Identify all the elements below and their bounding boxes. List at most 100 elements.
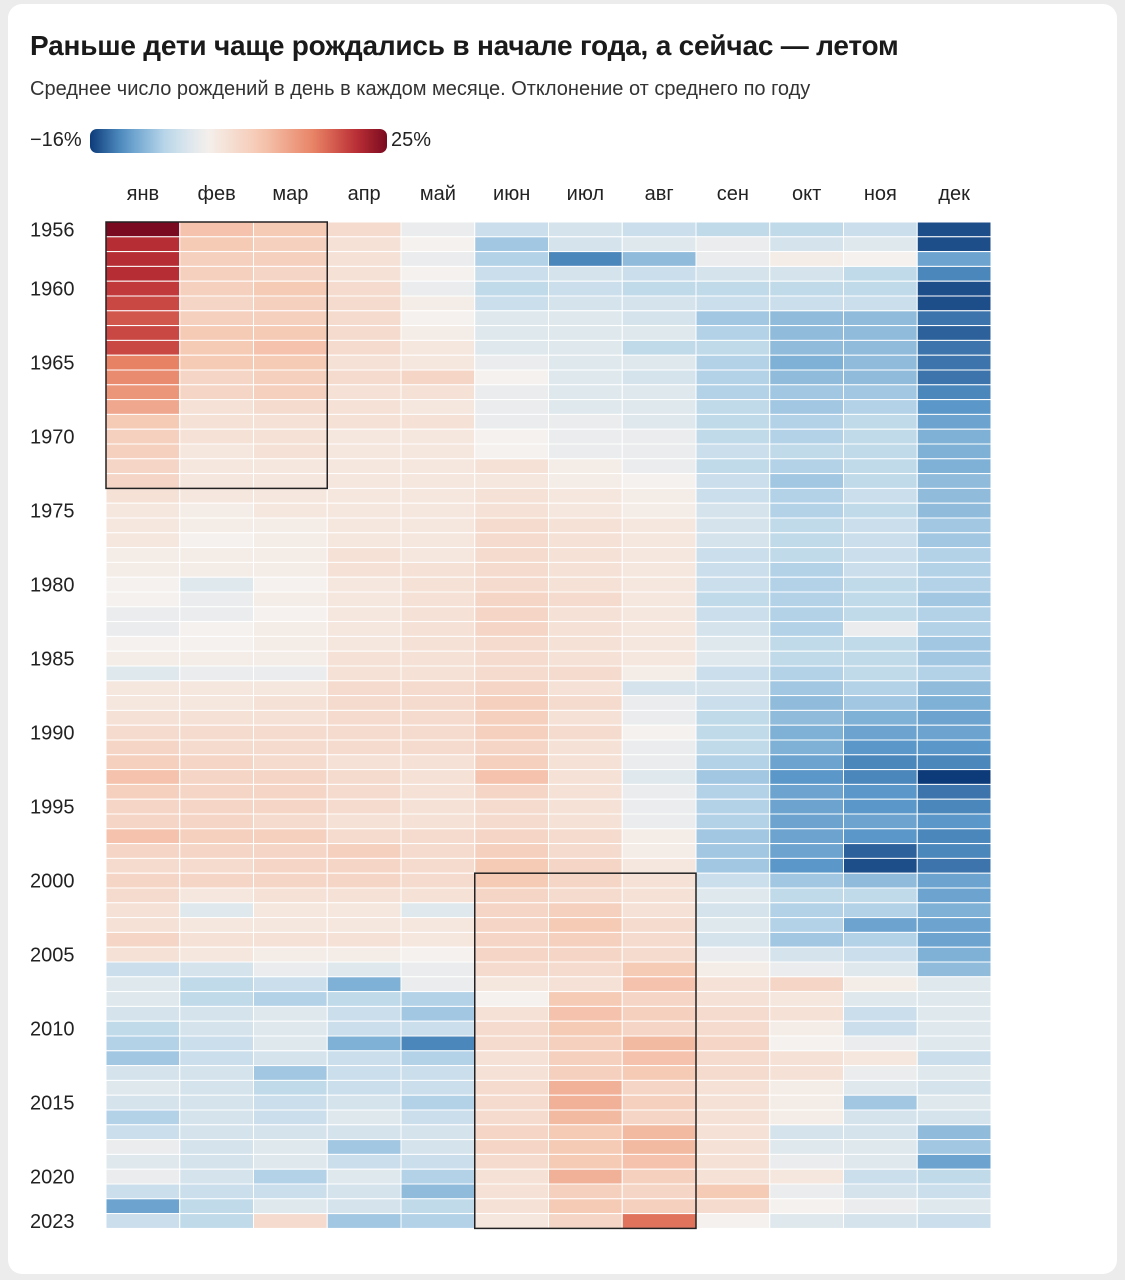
- heatmap-cell: [769, 1020, 844, 1037]
- heatmap-cell: [105, 635, 181, 652]
- heatmap-cell: [400, 887, 476, 904]
- heatmap-cell: [769, 635, 844, 652]
- heatmap-cell: [843, 295, 918, 312]
- heatmap-cell: [621, 931, 697, 948]
- heatmap-cell: [916, 961, 992, 978]
- heatmap-cell: [548, 1109, 623, 1126]
- heatmap-cell: [400, 221, 476, 238]
- heatmap-cell: [474, 251, 549, 267]
- heatmap-cell: [916, 665, 992, 682]
- heatmap-cell: [253, 443, 328, 460]
- heatmap-cell: [253, 251, 328, 267]
- heatmap-cell: [769, 251, 844, 267]
- heatmap-cell: [769, 946, 844, 963]
- heatmap-cell: [621, 1020, 697, 1037]
- heatmap-cell: [326, 280, 402, 297]
- heatmap-cell: [769, 1079, 844, 1096]
- heatmap-cell: [548, 1094, 623, 1111]
- heatmap-cell: [548, 1050, 623, 1067]
- year-label: 1990: [30, 723, 75, 745]
- heatmap-cell: [105, 547, 181, 563]
- heatmap-cell: [548, 221, 623, 238]
- heatmap-cell: [916, 635, 992, 652]
- heatmap-cell: [253, 1153, 328, 1170]
- heatmap-cell: [400, 1079, 476, 1096]
- month-label: июл: [567, 183, 604, 205]
- heatmap-cell: [400, 1050, 476, 1067]
- heatmap-cell: [621, 872, 697, 889]
- heatmap-cell: [179, 1035, 254, 1052]
- heatmap-cell: [843, 502, 918, 519]
- heatmap-cell: [326, 547, 402, 563]
- heatmap-cell: [548, 665, 623, 682]
- heatmap-cell: [326, 1124, 402, 1141]
- heatmap-cell: [695, 769, 771, 785]
- heatmap-cell: [548, 1020, 623, 1037]
- heatmap-cell: [916, 680, 992, 697]
- heatmap-cell: [548, 547, 623, 563]
- heatmap-cell: [400, 843, 476, 859]
- heatmap-cell: [105, 1050, 181, 1067]
- heatmap-cell: [621, 428, 697, 445]
- heatmap-cell: [253, 872, 328, 889]
- heatmap-cell: [548, 857, 623, 874]
- heatmap-cell: [916, 458, 992, 475]
- heatmap-cell: [843, 1198, 918, 1215]
- heatmap-cell: [326, 576, 402, 593]
- heatmap-cell: [253, 695, 328, 711]
- heatmap-cell: [621, 354, 697, 371]
- heatmap-cell: [253, 1065, 328, 1081]
- heatmap-cell: [548, 887, 623, 904]
- heatmap-cell: [400, 931, 476, 948]
- heatmap-cell: [179, 310, 254, 327]
- heatmap-cell: [621, 961, 697, 978]
- heatmap-cell: [843, 1005, 918, 1022]
- heatmap-cell: [548, 251, 623, 267]
- heatmap-cell: [916, 1139, 992, 1155]
- heatmap-cell: [548, 502, 623, 519]
- heatmap-cell: [769, 369, 844, 386]
- heatmap-cell: [916, 384, 992, 401]
- heatmap-cell: [769, 532, 844, 549]
- heatmap-cell: [474, 1020, 549, 1037]
- month-label: авг: [645, 183, 674, 205]
- heatmap-cell: [105, 325, 181, 341]
- heatmap-cell: [695, 1168, 771, 1185]
- heatmap-cell: [916, 1124, 992, 1141]
- heatmap-cell: [916, 532, 992, 549]
- heatmap-cell: [548, 473, 623, 489]
- heatmap-cell: [326, 1213, 402, 1229]
- heatmap-cell: [695, 1153, 771, 1170]
- heatmap-cell: [695, 1005, 771, 1022]
- heatmap-cell: [843, 1094, 918, 1111]
- heatmap-cell: [621, 1094, 697, 1111]
- heatmap-cell: [105, 813, 181, 830]
- heatmap-cell: [326, 561, 402, 578]
- heatmap-cell: [105, 724, 181, 741]
- heatmap-cell: [695, 1035, 771, 1052]
- heatmap-cell: [695, 695, 771, 711]
- heatmap-cell: [474, 1198, 549, 1215]
- heatmap-cell: [474, 280, 549, 297]
- month-label: янв: [127, 183, 160, 205]
- heatmap-cell: [695, 413, 771, 430]
- heatmap-cell: [843, 236, 918, 253]
- heatmap-cell: [253, 606, 328, 623]
- heatmap-cell: [916, 591, 992, 608]
- heatmap-cell: [253, 798, 328, 815]
- heatmap-cell: [769, 961, 844, 978]
- heatmap-cell: [326, 680, 402, 697]
- heatmap-cell: [253, 413, 328, 430]
- heatmap-cell: [253, 532, 328, 549]
- heatmap-cell: [253, 828, 328, 845]
- heatmap-cell: [843, 798, 918, 815]
- heatmap-cell: [253, 1094, 328, 1111]
- heatmap-cell: [843, 1065, 918, 1081]
- heatmap-cell: [253, 887, 328, 904]
- heatmap-cell: [769, 650, 844, 667]
- heatmap-cell: [105, 650, 181, 667]
- heatmap-cell: [843, 517, 918, 534]
- heatmap-cell: [621, 325, 697, 341]
- heatmap-cell: [474, 1139, 549, 1155]
- heatmap-cell: [548, 1198, 623, 1215]
